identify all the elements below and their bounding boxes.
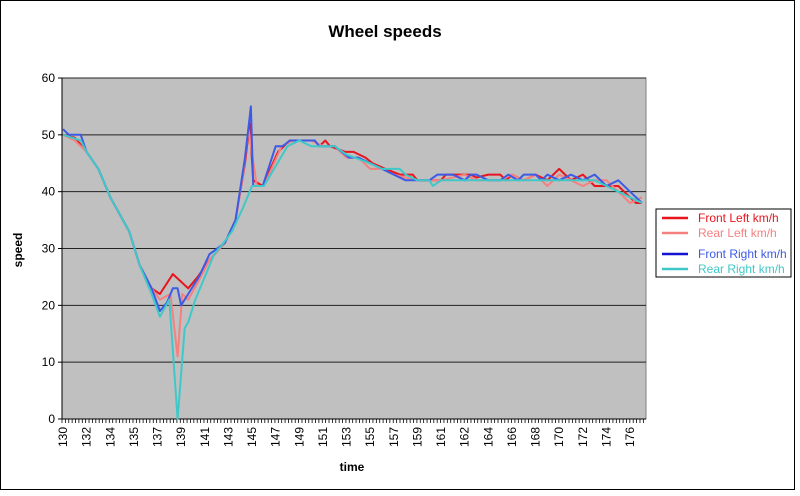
legend-label: Rear Left km/h xyxy=(698,226,777,240)
x-tick-label: 139 xyxy=(174,427,188,447)
x-tick-label: 159 xyxy=(410,427,424,447)
chart-title: Wheel speeds xyxy=(328,22,441,41)
y-axis-label: speed xyxy=(11,233,25,268)
y-tick-label: 30 xyxy=(42,242,56,256)
y-axis: 0 10 20 30 40 50 60 xyxy=(42,71,63,426)
x-axis: 130 132 134 135 137 139 141 143 145 147 149 151 153 1… xyxy=(56,418,646,447)
x-tick-label: 162 xyxy=(458,427,472,447)
x-tick-label: 164 xyxy=(481,427,495,447)
x-tick-label: 151 xyxy=(316,427,330,447)
x-tick-label: 149 xyxy=(292,427,306,447)
x-tick-label: 145 xyxy=(245,427,259,447)
x-tick-label: 141 xyxy=(198,427,212,447)
x-tick-label: 147 xyxy=(269,427,283,447)
x-tick-label: 155 xyxy=(363,427,377,447)
x-tick-label: 176 xyxy=(623,427,637,447)
x-tick-label: 135 xyxy=(127,427,141,447)
x-tick-label: 174 xyxy=(599,427,613,447)
x-tick-label: 143 xyxy=(221,427,235,447)
x-tick-label: 134 xyxy=(103,427,117,447)
y-tick-label: 50 xyxy=(42,128,56,142)
legend-label: Front Left km/h xyxy=(698,211,779,225)
x-tick-label: 166 xyxy=(505,427,519,447)
y-tick-label: 40 xyxy=(42,185,56,199)
series-line-rear-right-km-h xyxy=(62,133,643,420)
x-tick-label: 132 xyxy=(80,427,94,447)
gridlines xyxy=(62,77,646,363)
x-tick-label: 157 xyxy=(387,427,401,447)
x-tick-label: 172 xyxy=(576,427,590,447)
x-tick-label: 161 xyxy=(434,427,448,447)
series-line-front-left-km-h xyxy=(62,122,642,295)
y-tick-label: 20 xyxy=(42,298,56,312)
legend-label: Rear Right km/h xyxy=(698,262,785,276)
x-tick-label: 137 xyxy=(151,427,165,447)
legend-box xyxy=(655,208,792,278)
series-lines xyxy=(62,105,643,420)
x-tick-label: 153 xyxy=(340,427,354,447)
y-tick-label: 0 xyxy=(48,412,55,426)
legend-label: Front Right km/h xyxy=(698,247,787,261)
x-tick-label: 130 xyxy=(56,427,70,447)
y-tick-label: 10 xyxy=(42,355,56,369)
x-tick-label: 168 xyxy=(529,427,543,447)
y-tick-label: 60 xyxy=(42,71,56,85)
x-tick-label: 170 xyxy=(552,427,566,447)
x-axis-label: time xyxy=(340,460,365,474)
